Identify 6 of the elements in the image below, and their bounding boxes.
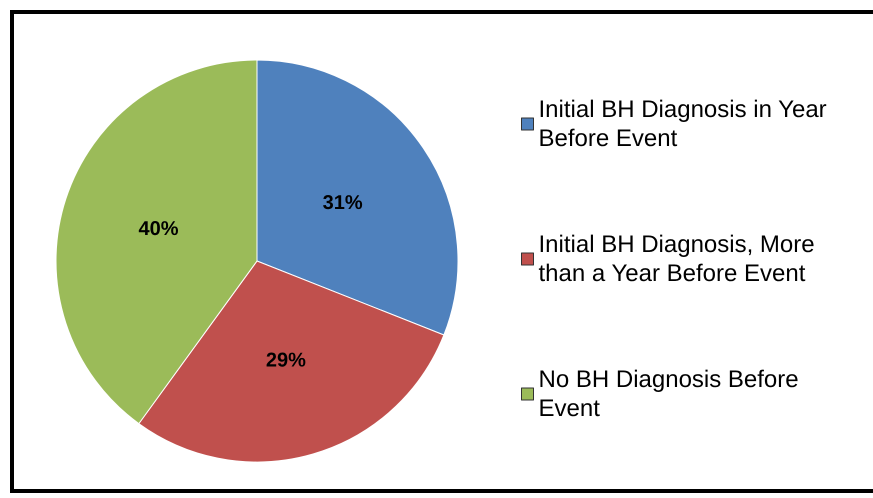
legend-label: Initial BH Diagnosis in Year Before Event <box>538 96 834 152</box>
legend-label: No BH Diagnosis Before Event <box>538 366 806 422</box>
data-label: 29% <box>266 349 306 372</box>
data-label: 31% <box>322 192 363 214</box>
data-label: 40% <box>138 218 179 240</box>
legend-label: Initial BH Diagnosis, More than a Year Before Event <box>538 231 822 287</box>
